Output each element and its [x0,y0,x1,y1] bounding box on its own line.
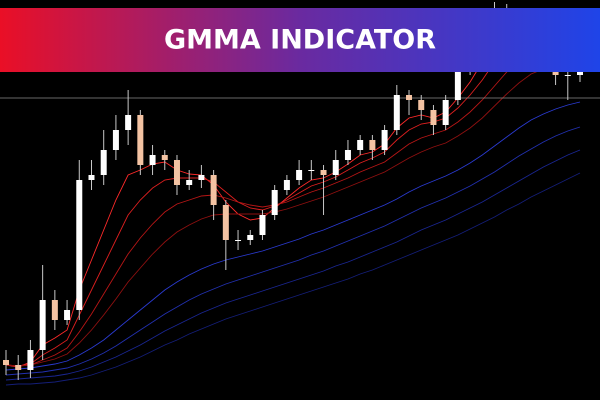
candle-body [15,365,22,370]
candle-body [235,240,242,241]
candle-body [381,130,388,150]
candle-body [161,155,168,160]
candle-body [283,180,290,190]
title-banner [0,8,600,72]
candle-body [222,205,229,240]
candle-body [247,235,254,240]
candle-body [51,300,58,320]
ma-line [5,63,581,367]
candle-body [27,350,34,370]
candle-body [369,140,376,150]
ma-line [5,33,581,367]
candle-body [39,300,46,350]
candle-body [454,70,461,100]
candle-body [564,75,571,76]
ma-line [5,172,581,386]
candle-body [76,180,83,310]
candle-body [3,360,9,365]
ma-line [5,126,581,376]
candle-body [64,310,71,320]
candle-body [430,110,437,125]
candle-body [577,72,583,75]
chart-title: GMMA INDICATOR [164,25,436,56]
candle-body [418,100,425,110]
candle-body [173,160,180,185]
candle-body [100,150,107,175]
candle-body [186,180,193,185]
candle-body [271,190,278,215]
candle-body [332,160,339,175]
candle-body [393,95,400,130]
ma-line [5,149,581,381]
candle-body [357,140,364,150]
candle-body [259,215,266,235]
candle-body [149,155,156,165]
ma-line [5,101,581,371]
plot-area [0,2,600,386]
candle-body [210,175,217,205]
candle-body [442,100,449,125]
candle-body [137,115,144,165]
candle-body [320,170,327,175]
candle-body [125,115,132,130]
candle-body [88,175,95,180]
candle-body [406,95,413,100]
candle-body [308,170,315,171]
candle-body [198,175,205,180]
candle-body [296,170,303,180]
candle-body [344,150,351,160]
candle-body [112,130,119,150]
